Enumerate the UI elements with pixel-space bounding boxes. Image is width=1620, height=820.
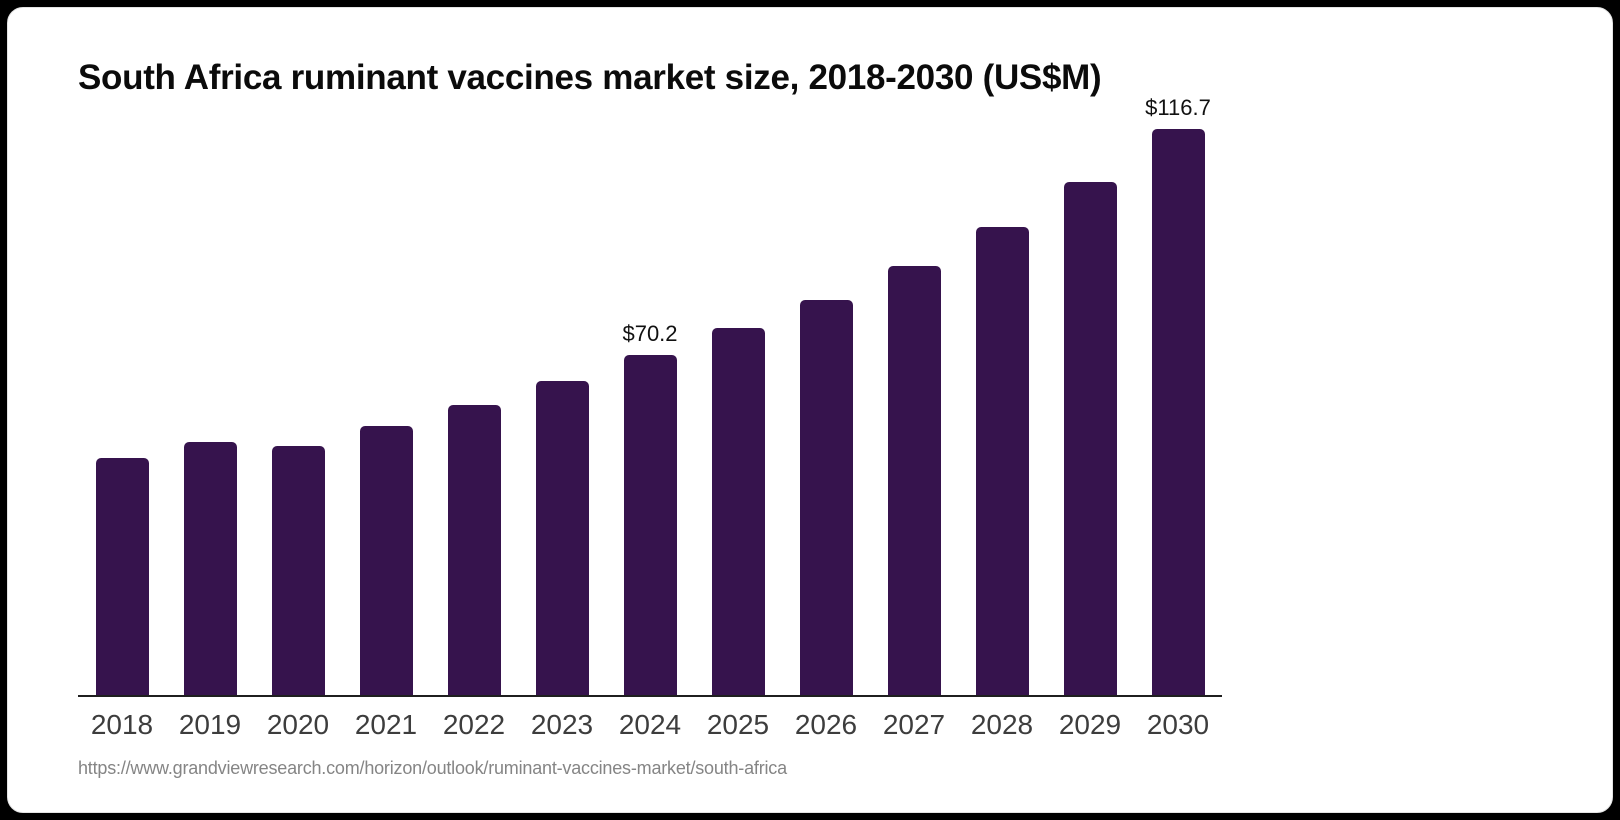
- bar-2020: [271, 446, 325, 695]
- bar-group-2030: $116.7: [1134, 95, 1222, 695]
- bar-2022: [447, 405, 501, 695]
- bar-2026: [799, 300, 853, 695]
- x-axis-tick-2024: 2024: [618, 709, 682, 740]
- bar-group-2018: [78, 101, 166, 695]
- x-axis-tick-2020: 2020: [266, 709, 330, 740]
- x-axis-tick-2021: 2021: [354, 709, 418, 740]
- bar-value-label-2030: $116.7: [1145, 95, 1211, 120]
- x-axis-ticks: 2018 2019 2020 2021 2022 2023 2024 2025 2026 2027…: [78, 709, 1222, 741]
- source-url-text: https://www.grandviewresearch.com/horizo…: [78, 758, 787, 778]
- bar-group-2020: [254, 101, 342, 695]
- x-axis-tick-2025: 2025: [706, 709, 770, 740]
- x-axis-tick-2023: 2023: [530, 709, 594, 740]
- bar-2030: [1151, 129, 1205, 695]
- bar-2029: [1063, 182, 1117, 695]
- x-axis-tick-2028: 2028: [970, 709, 1034, 740]
- bar-2023: [535, 381, 589, 695]
- x-axis-tick-2026: 2026: [794, 709, 858, 740]
- chart-card: South Africa ruminant vaccines market si…: [7, 7, 1613, 813]
- bar-2027: [887, 266, 941, 695]
- bar-group-2028: [958, 101, 1046, 695]
- bar-2018: [95, 458, 149, 695]
- bar-group-2024: $70.2: [606, 101, 694, 695]
- chart-title: South Africa ruminant vaccines market si…: [78, 58, 1102, 98]
- bar-group-2029: [1046, 101, 1134, 695]
- x-axis-tick-2030: 2030: [1146, 709, 1210, 740]
- bar-group-2026: [782, 101, 870, 695]
- x-axis-tick-2027: 2027: [882, 709, 946, 740]
- x-axis-tick-2018: 2018: [90, 709, 154, 740]
- bar-2025: [711, 328, 765, 695]
- bar-group-2019: [166, 101, 254, 695]
- bar-value-label-2024: $70.2: [622, 321, 678, 346]
- x-axis-tick-2019: 2019: [178, 709, 242, 740]
- bar-chart: $70.2 $116.7: [78, 95, 1222, 697]
- bar-2021: [359, 426, 413, 695]
- bar-2024: [623, 355, 677, 695]
- bar-group-2023: [518, 101, 606, 695]
- bar-group-2027: [870, 101, 958, 695]
- bar-2028: [975, 227, 1029, 695]
- bar-group-2025: [694, 101, 782, 695]
- x-axis-tick-2022: 2022: [442, 709, 506, 740]
- bar-group-2022: [430, 101, 518, 695]
- bar-2019: [183, 442, 237, 695]
- bar-group-2021: [342, 101, 430, 695]
- x-axis-tick-2029: 2029: [1058, 709, 1122, 740]
